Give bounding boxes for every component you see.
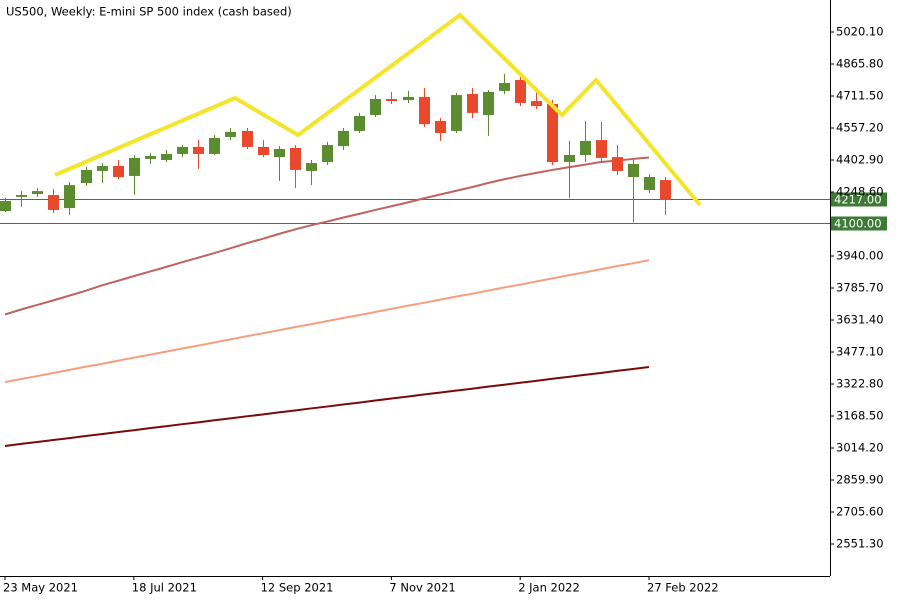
chart-title: US500, Weekly: E-mini SP 500 index (cash…	[6, 5, 292, 19]
candle-body	[32, 191, 43, 194]
level-label: 4100.00	[834, 217, 882, 231]
moving-average	[4, 365, 650, 447]
candle-body	[290, 147, 301, 170]
candle-body	[306, 163, 317, 171]
candle-body	[193, 146, 204, 154]
y-tick-label: 4402.90	[836, 153, 884, 167]
plot-area	[0, 72, 830, 447]
x-tick-label: 12 Sep 2021	[261, 581, 334, 595]
candle-body	[467, 94, 478, 113]
pattern-line	[54, 12, 702, 207]
candle-body	[596, 140, 607, 158]
candle-body	[145, 156, 156, 159]
candle-body	[483, 91, 494, 115]
candle-body	[515, 79, 526, 103]
level-label-box	[831, 192, 887, 207]
y-tick-label: 3168.50	[836, 409, 884, 423]
x-tick-label: 18 Jul 2021	[132, 581, 197, 595]
candle-body	[64, 185, 75, 209]
candle-body	[547, 103, 558, 163]
y-tick-label: 4865.80	[836, 57, 884, 71]
candle-body	[225, 131, 236, 137]
candle-body	[403, 96, 414, 101]
candle-body	[419, 96, 430, 125]
x-tick-label: 23 May 2021	[3, 581, 78, 595]
y-tick-label: 4711.50	[836, 89, 884, 103]
candle-body	[113, 165, 124, 177]
candle-body	[258, 146, 269, 156]
candle-body	[16, 195, 27, 197]
y-tick-label: 2859.90	[836, 473, 884, 487]
candle-body	[370, 99, 381, 115]
candle-body	[274, 148, 285, 158]
candle-body	[564, 155, 575, 163]
moving-average	[4, 259, 650, 384]
price-labels: 4217.00 4100.00	[831, 192, 887, 231]
y-tick-label: 3940.00	[836, 249, 884, 263]
y-tick-label: 2705.60	[836, 505, 884, 519]
level-label-box	[831, 216, 887, 231]
y-tick-label: 3631.40	[836, 313, 884, 327]
candle-body	[354, 116, 365, 131]
candle-body	[451, 95, 462, 131]
candle-body	[531, 101, 542, 107]
y-tick-label: 3014.20	[836, 441, 884, 455]
y-tick-label: 5020.10	[836, 25, 884, 39]
y-tick-label: 3477.10	[836, 345, 884, 359]
candle-body	[435, 120, 446, 134]
candle-body	[129, 157, 140, 176]
candle-body	[161, 153, 172, 160]
candle-body	[97, 165, 108, 171]
y-tick-label: 3322.80	[836, 377, 884, 391]
candle-body	[81, 169, 92, 183]
candle-body	[644, 176, 655, 191]
y-tick-label: 2551.30	[836, 537, 884, 551]
candle-body	[338, 130, 349, 147]
y-tick-label: 4248.60	[836, 185, 884, 199]
x-tick-label: 2 Jan 2022	[518, 581, 580, 595]
y-tick-label: 3785.70	[836, 281, 884, 295]
candle-body	[499, 83, 510, 91]
candle-body	[0, 201, 11, 211]
candle-body	[209, 137, 220, 154]
candle-body	[628, 163, 639, 177]
candle-body	[386, 99, 397, 102]
level-label: 4217.00	[834, 193, 882, 207]
x-tick-label: 7 Nov 2021	[389, 581, 455, 595]
y-tick-label: 4557.20	[836, 121, 884, 135]
x-tick-label: 27 Feb 2022	[647, 581, 719, 595]
candle-body	[612, 157, 623, 171]
candle-body	[580, 140, 591, 156]
candle-body	[48, 195, 59, 210]
candle-body	[322, 145, 333, 163]
candle-body	[177, 146, 188, 154]
candle-body	[660, 180, 671, 201]
moving-average	[4, 156, 650, 316]
candle-body	[242, 130, 253, 147]
